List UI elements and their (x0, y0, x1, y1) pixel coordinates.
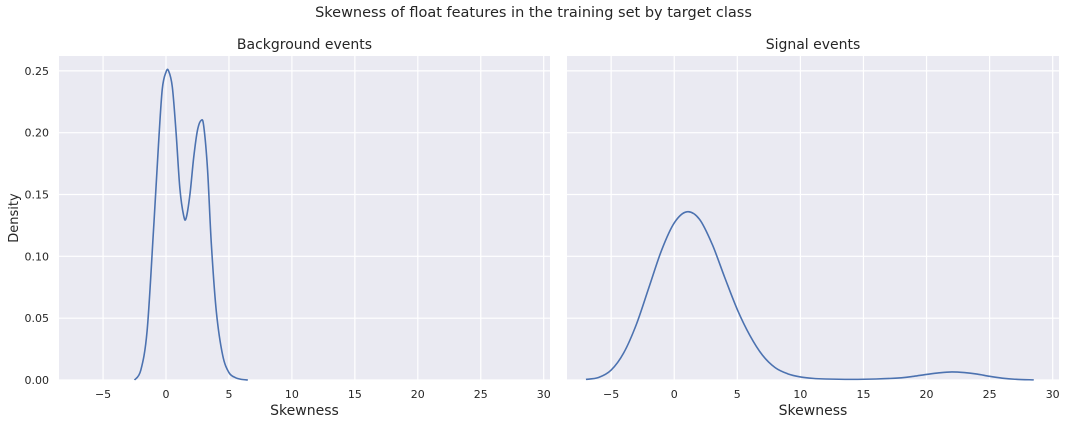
x-tick-label: 30 (537, 388, 551, 401)
x-tick-label: 15 (856, 388, 870, 401)
x-tick-label: 5 (734, 388, 741, 401)
panel-title: Signal events (766, 37, 861, 53)
plot-area (59, 56, 550, 380)
y-axis-label: Density (7, 193, 22, 243)
x-tick-label: 0 (163, 388, 170, 401)
y-tick-label: 0.15 (25, 189, 50, 202)
y-tick-label: 0.05 (25, 312, 50, 325)
x-tick-label: 5 (225, 388, 232, 401)
x-tick-label: 25 (474, 388, 488, 401)
x-tick-label: 30 (1046, 388, 1060, 401)
y-tick-label: 0.20 (25, 127, 50, 140)
x-tick-label: −5 (95, 388, 111, 401)
x-tick-label: 10 (793, 388, 807, 401)
panel-title: Background events (237, 37, 372, 53)
kde-series-line (133, 68, 248, 381)
signal-events-panel: −5 0 5 10 15 20 25 30 Signal events Skewness (567, 37, 1060, 419)
kde-series-line (585, 210, 1034, 381)
x-tick-label: 25 (983, 388, 997, 401)
x-tick-label: 20 (920, 388, 934, 401)
x-tick-label: 20 (411, 388, 425, 401)
x-tick-label: −5 (603, 388, 619, 401)
x-tick-label: 10 (285, 388, 299, 401)
x-tick-label: 0 (671, 388, 678, 401)
y-tick-label: 0.25 (25, 65, 50, 78)
plot-area (567, 56, 1059, 380)
figure-suptitle: Skewness of float features in the traini… (315, 5, 752, 21)
x-axis-label: Skewness (779, 403, 848, 419)
y-tick-label: 0.10 (25, 250, 50, 263)
x-axis-label: Skewness (270, 403, 339, 419)
x-tick-label: 15 (348, 388, 362, 401)
y-tick-label: 0.00 (25, 374, 50, 387)
background-events-panel: −5 0 5 10 15 20 25 30 0.00 0.05 0.10 0.15 0.20 0.25 Ba… (7, 37, 551, 419)
